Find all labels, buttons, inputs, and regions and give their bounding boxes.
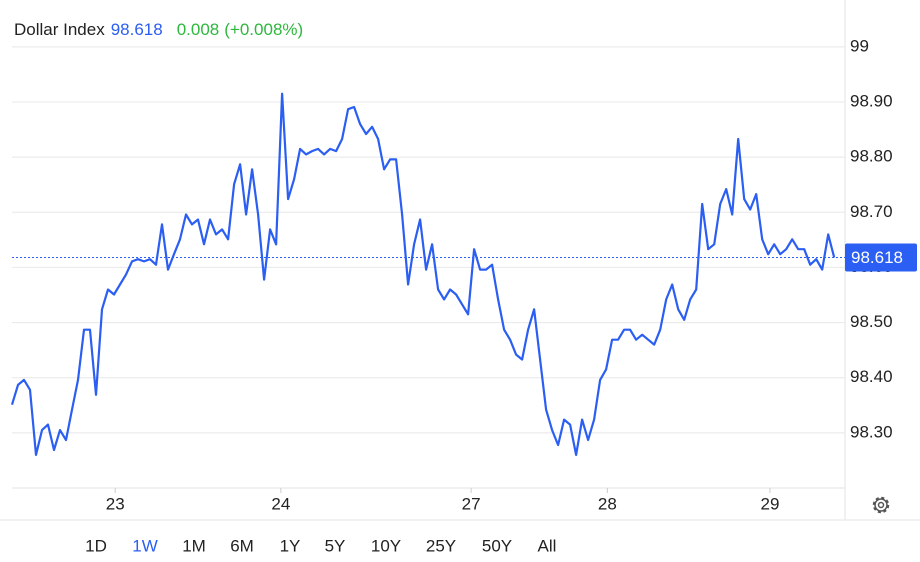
range-button[interactable]: 50Y [482, 536, 512, 555]
y-tick-label: 98.70 [850, 202, 893, 221]
last-value: 98.618 [111, 20, 163, 39]
range-button[interactable]: 1D [85, 536, 107, 555]
range-button[interactable]: 6M [230, 536, 254, 555]
range-button[interactable]: All [538, 536, 557, 555]
change-percent: (+0.008%) [224, 20, 303, 39]
range-button[interactable]: 10Y [371, 536, 401, 555]
x-tick-label: 28 [598, 494, 617, 513]
x-tick-label: 23 [106, 494, 125, 513]
settings-icon[interactable] [872, 496, 890, 514]
y-tick-label: 98.50 [850, 312, 893, 331]
x-tick-label: 24 [271, 494, 290, 513]
x-tick-label: 29 [761, 494, 780, 513]
y-tick-label: 98.30 [850, 422, 893, 441]
x-tick-label: 27 [462, 494, 481, 513]
range-button[interactable]: 1M [182, 536, 206, 555]
y-tick-label: 98.80 [850, 147, 893, 166]
range-button[interactable]: 1Y [280, 536, 301, 555]
y-tick-label: 98.90 [850, 91, 893, 110]
header: Dollar Index 98.618 0.008 (+0.008%) [14, 20, 303, 39]
chart-title: Dollar Index [14, 20, 105, 39]
range-button[interactable]: 25Y [426, 536, 456, 555]
y-tick-label: 99 [850, 36, 869, 55]
last-value-tag-label: 98.618 [851, 248, 903, 267]
range-button[interactable]: 1W [132, 536, 158, 555]
change: 0.008 [177, 20, 220, 39]
last-value-tag [845, 243, 917, 272]
range-button[interactable]: 5Y [325, 536, 346, 555]
price-line [10, 92, 836, 456]
y-tick-label: 98.40 [850, 367, 893, 386]
